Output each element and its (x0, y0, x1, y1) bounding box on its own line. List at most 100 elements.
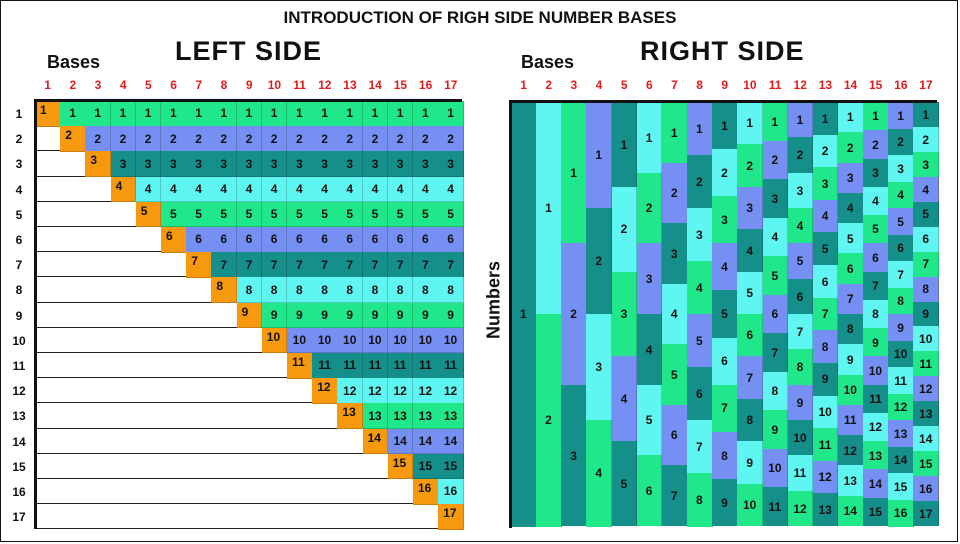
right-cell: 8 (837, 314, 864, 345)
right-cell: 8 (687, 473, 713, 527)
right-cell: 1 (636, 102, 663, 174)
left-blank-row (35, 252, 187, 278)
right-cell: 3 (837, 162, 864, 194)
left-blank-row (35, 277, 212, 303)
left-blank-row (35, 429, 363, 454)
left-cell: 8 (287, 277, 313, 304)
right-cell: 10 (837, 374, 864, 406)
right-cell: 4 (611, 356, 638, 442)
left-cell: 9 (312, 302, 338, 329)
right-cell: 2 (863, 130, 889, 160)
left-cell: 3 (362, 151, 389, 178)
left-cell: 16 (438, 479, 464, 505)
left-cell: 3 (337, 151, 364, 178)
right-cell: 15 (888, 473, 914, 500)
left-cell: 17 (438, 504, 464, 530)
right-cell: 5 (611, 441, 638, 527)
left-row-label: 12 (12, 384, 26, 399)
left-cell: 10 (438, 327, 464, 354)
left-cell: 9 (387, 302, 414, 329)
left-cell: 1 (287, 101, 313, 127)
left-cell: 3 (161, 151, 187, 178)
right-cell: 1 (712, 102, 738, 150)
left-axis-left (34, 99, 37, 529)
right-cell: 8 (762, 371, 789, 411)
right-cell: 6 (888, 234, 914, 262)
left-cell: 10 (387, 327, 414, 354)
left-cell: 7 (236, 252, 263, 278)
left-cell: 4 (135, 176, 162, 203)
right-cell: 8 (913, 276, 940, 303)
right-cell: 2 (888, 128, 914, 156)
left-row-label: 9 (15, 308, 23, 323)
left-cell: 10 (312, 327, 338, 354)
left-cell: 6 (287, 227, 313, 253)
right-cell: 4 (687, 261, 713, 315)
left-cell: 5 (261, 201, 288, 228)
left-base-header: 4 (119, 78, 127, 92)
left-blank-row (35, 227, 161, 253)
right-cell: 8 (712, 431, 738, 480)
left-row-label: 13 (12, 409, 26, 424)
right-cell: 1 (812, 102, 839, 136)
left-cell: 1 (110, 101, 137, 127)
right-cell: 3 (888, 155, 914, 182)
right-cell: 1 (687, 102, 713, 156)
right-cell: 11 (888, 367, 914, 394)
left-cell: 6 (362, 227, 389, 253)
right-cell: 11 (913, 351, 940, 377)
left-cell: 12 (438, 378, 464, 404)
left-row-label: 11 (12, 359, 26, 373)
left-cell: 12 (387, 378, 414, 404)
left-base-header: 16 (418, 78, 433, 92)
left-cell: 6 (312, 227, 338, 253)
left-cell: 9 (261, 302, 288, 329)
right-cell: 13 (837, 465, 864, 497)
right-cell: 14 (837, 495, 864, 527)
left-cell: 2 (110, 126, 137, 152)
left-cell: 7 (312, 252, 338, 278)
left-cell: 9 (337, 302, 364, 329)
left-cell: 4 (236, 176, 263, 203)
left-blank-row (35, 479, 413, 505)
left-base-header: 5 (145, 78, 152, 92)
right-cell: 5 (888, 208, 914, 235)
left-cell: 5 (438, 201, 464, 228)
right-cell: 12 (913, 376, 940, 402)
right-cell: 5 (787, 243, 814, 280)
left-cell: 9 (287, 302, 313, 329)
right-cell: 3 (687, 208, 713, 262)
right-cell: 1 (611, 102, 638, 188)
left-row-label: 7 (15, 258, 23, 273)
left-cell: 3 (438, 151, 464, 178)
left-base-header: 1 (44, 78, 51, 92)
left-cell: 1 (362, 101, 389, 127)
left-axis-top (34, 99, 462, 102)
left-cell: 8 (236, 277, 263, 304)
right-cell: 7 (863, 271, 889, 301)
left-blank-row (35, 403, 338, 429)
right-cell: 10 (888, 340, 914, 368)
left-cell: 2 (261, 126, 288, 152)
left-cell: 8 (337, 277, 364, 304)
right-cell: 1 (913, 102, 940, 128)
left-cell: 7 (438, 252, 464, 278)
right-base-header: 3 (570, 78, 578, 92)
left-base-header: 6 (170, 78, 177, 92)
left-row-label: 10 (12, 333, 26, 348)
right-cell: 12 (837, 435, 864, 466)
right-cell: 8 (812, 330, 839, 364)
left-cell: 3 (387, 151, 414, 178)
left-cell: 5 (362, 201, 389, 228)
right-cell: 2 (687, 155, 713, 209)
right-cell: 7 (661, 465, 688, 527)
right-base-header: 2 (545, 78, 553, 92)
right-cell: 1 (586, 102, 613, 209)
right-cell: 3 (611, 271, 638, 357)
left-cell: 2 (186, 126, 212, 152)
left-cell: 10 (261, 327, 288, 354)
left-cell: 13 (387, 403, 414, 430)
left-cell: 4 (261, 176, 288, 203)
right-cell: 7 (687, 420, 713, 474)
left-base-header: 15 (393, 78, 408, 92)
